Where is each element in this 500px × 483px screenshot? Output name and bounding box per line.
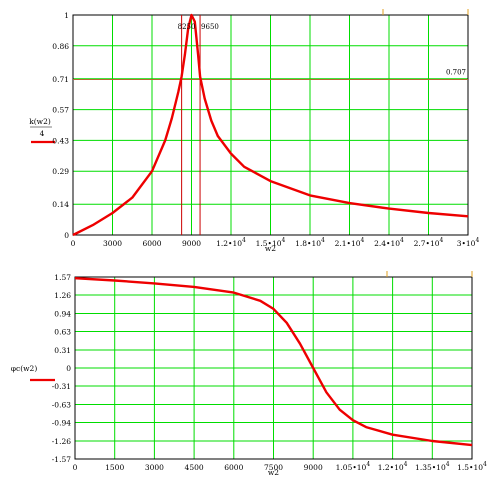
x-tick-label-exp: 4	[242, 237, 246, 244]
y-tick-label: 1.57	[54, 273, 71, 282]
y-tick-label: 0	[64, 231, 69, 240]
x-tick-label: 1.2•104	[378, 461, 408, 472]
x-tick-label-exp: 4	[475, 237, 479, 244]
x-tick-label: 2.1•104	[335, 237, 365, 248]
y-tick-label: -1.57	[52, 455, 71, 464]
y-tick-label: -0.63	[52, 401, 71, 410]
cutoff-marker-label: 8250	[178, 23, 196, 31]
x-tick-label-exp: 4	[446, 461, 450, 468]
x-axis-label: w2	[268, 468, 279, 477]
x-tick-label-base: 2.7•10	[414, 239, 440, 248]
y-tick-label: 0.29	[52, 167, 69, 176]
y-tick-label: -0.31	[52, 382, 71, 391]
x-tick-label: 3•104	[457, 237, 480, 248]
x-tick-label-base: 2.1•10	[335, 239, 361, 248]
x-tick-label: 2.4•104	[374, 237, 404, 248]
x-tick-label: 2.7•104	[414, 237, 444, 248]
x-tick-label: 1500	[105, 463, 124, 472]
x-tick-label: 1.8•104	[295, 237, 325, 248]
x-tick-label-base: 1.5•10	[256, 239, 282, 248]
x-tick-label-exp: 4	[366, 461, 370, 468]
x-tick-label: 0	[71, 239, 76, 248]
x-tick-label-base: 2.4•10	[374, 239, 400, 248]
series-phase-curve	[74, 277, 473, 447]
y-tick-label: 0.71	[52, 75, 69, 84]
x-tick-label-base: 1.05•10	[336, 463, 367, 472]
y-tick-label: 0.63	[54, 327, 71, 336]
x-tick-label-exp: 4	[282, 237, 286, 244]
y-tick-label: 0.14	[52, 200, 69, 209]
x-tick-label: 9000	[182, 239, 201, 248]
x-tick-label: 3000	[145, 463, 164, 472]
y-tick-label: 1.26	[54, 291, 71, 300]
x-tick-label: 1.5•104	[457, 461, 487, 472]
y-tick-label: -1.26	[52, 437, 71, 446]
x-tick-label: 6000	[142, 239, 161, 248]
x-tick-label-exp: 4	[361, 237, 365, 244]
x-tick-label-base: 1.2•10	[378, 463, 404, 472]
x-tick-label: 7500	[264, 463, 283, 472]
x-tick-label-exp: 4	[440, 237, 444, 244]
y-tick-label: 0	[66, 364, 71, 373]
x-tick-label-base: 1.35•10	[415, 463, 446, 472]
y-axis-label-denominator: 4	[40, 129, 45, 138]
x-tick-label: 1.5•104	[256, 237, 286, 248]
y-tick-label: 0.43	[52, 136, 69, 145]
x-tick-label-base: 1.2•10	[216, 239, 242, 248]
x-tick-label: 1.35•104	[415, 461, 450, 472]
x-tick-label-base: 1.5•10	[457, 463, 483, 472]
y-tick-label: 0.57	[52, 106, 69, 115]
x-axis-label: w2	[265, 244, 276, 253]
x-tick-label: 1.05•104	[336, 461, 371, 472]
ref-level-label: 0.707	[446, 68, 466, 76]
x-tick-label: 1.2•104	[216, 237, 246, 248]
x-tick-label: 9000	[304, 463, 323, 472]
x-tick-label: 4500	[185, 463, 204, 472]
y-tick-label: -0.94	[52, 418, 71, 427]
series-k-curve	[72, 13, 469, 237]
chart-1	[30, 271, 473, 460]
plot-frame	[74, 276, 473, 460]
chart-0	[30, 9, 469, 237]
y-tick-label: 0.31	[54, 346, 71, 355]
cutoff-marker-label: 9650	[201, 23, 219, 31]
y-tick-label: 0.94	[54, 310, 71, 319]
x-tick-label: 0	[73, 463, 78, 472]
x-tick-label-base: 3•10	[457, 239, 476, 248]
y-axis-label-numerator: k(w2)	[29, 117, 51, 126]
x-tick-label: 6000	[224, 463, 243, 472]
y-axis-label: φc(w2)	[11, 364, 38, 373]
x-tick-label-exp: 4	[400, 237, 404, 244]
y-tick-label: 1	[64, 11, 69, 20]
x-tick-label: 3000	[103, 239, 122, 248]
x-tick-label-exp: 4	[404, 461, 408, 468]
plot-frame	[72, 14, 469, 236]
y-tick-label: 0.86	[52, 42, 69, 51]
x-tick-label-exp: 4	[321, 237, 325, 244]
x-tick-label-base: 1.8•10	[295, 239, 321, 248]
x-tick-label-exp: 4	[483, 461, 487, 468]
